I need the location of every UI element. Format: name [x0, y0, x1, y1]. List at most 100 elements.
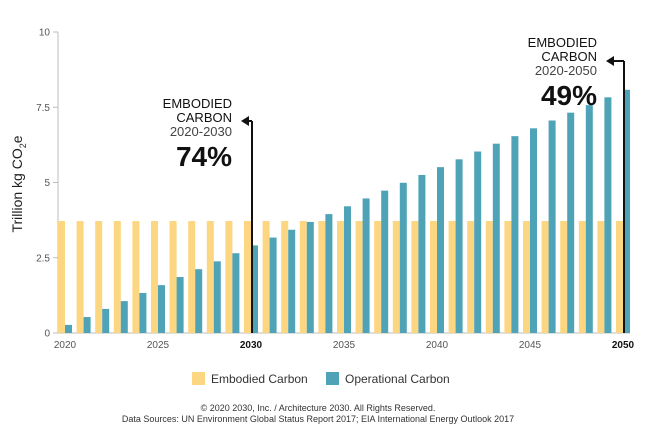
bar-embodied-carbon: [169, 221, 177, 333]
bar-operational-carbon: [120, 301, 128, 333]
bar-embodied-carbon: [560, 221, 568, 333]
annotation-line2: CARBON: [541, 49, 597, 64]
bar-operational-carbon: [83, 317, 91, 333]
bar-embodied-carbon: [206, 221, 214, 333]
bar-operational-carbon: [530, 128, 537, 333]
legend: Embodied Carbon Operational Carbon: [192, 372, 450, 386]
bar-embodied-carbon: [411, 221, 419, 333]
bar-operational-carbon: [213, 261, 221, 333]
annotation-percent: 74%: [176, 141, 232, 172]
bar-embodied-carbon: [58, 221, 65, 333]
annotation-range: 2020-2050: [535, 63, 597, 78]
bar-operational-carbon: [585, 105, 593, 333]
annotations: EMBODIEDCARBON2020-203074%EMBODIEDCARBON…: [163, 35, 625, 333]
bar-embodied-carbon: [281, 221, 289, 333]
bars: [58, 89, 630, 334]
bar-embodied-carbon: [132, 221, 140, 333]
bar-embodied-carbon: [113, 221, 121, 333]
bar-operational-carbon: [362, 198, 370, 333]
annotation-arrowhead: [241, 116, 249, 126]
bar-operational-carbon: [176, 277, 184, 333]
bar-embodied-carbon: [188, 221, 196, 333]
annotation-line2: CARBON: [176, 110, 232, 125]
bar-operational-carbon: [381, 190, 389, 333]
annotation-arrowhead: [606, 56, 614, 66]
legend-label: Embodied Carbon: [211, 372, 308, 386]
bar-operational-carbon: [288, 229, 296, 333]
y-tick-label: 0: [44, 329, 50, 340]
y-axis-title: Trillion kg CO2e: [9, 135, 28, 232]
x-tick-label: 2020: [54, 340, 77, 351]
bar-operational-carbon: [567, 112, 575, 333]
bar-operational-carbon: [139, 292, 147, 333]
annotation-range: 2020-2030: [170, 124, 232, 139]
bar-embodied-carbon: [374, 221, 382, 333]
bar-operational-carbon: [344, 206, 351, 333]
bar-embodied-carbon: [523, 221, 530, 333]
bar-operational-carbon: [474, 151, 482, 333]
data-sources-text: Data Sources: UN Environment Global Stat…: [122, 414, 514, 424]
bar-embodied-carbon: [95, 221, 103, 333]
y-tick-label: 2.5: [36, 253, 50, 264]
bar-embodied-carbon: [392, 221, 400, 333]
bar-embodied-carbon: [244, 221, 251, 333]
legend-swatch: [326, 372, 339, 385]
x-tick-label: 2050: [612, 340, 635, 351]
y-axis-title-tail: e: [9, 135, 25, 143]
x-tick-label: 2030: [240, 340, 263, 351]
legend-swatch: [192, 372, 205, 385]
bar-operational-carbon: [604, 97, 612, 333]
annotation-line1: EMBODIED: [163, 96, 232, 111]
y-axis-title-sub: 2: [18, 143, 28, 148]
bar-embodied-carbon: [616, 221, 623, 333]
bar-operational-carbon: [548, 120, 556, 333]
bar-operational-carbon: [455, 159, 463, 333]
bar-embodied-carbon: [225, 221, 233, 333]
y-axis-title-main: Trillion kg CO: [9, 148, 25, 232]
bar-embodied-carbon: [151, 221, 158, 333]
bar-embodied-carbon: [76, 221, 84, 333]
bar-embodied-carbon: [578, 221, 586, 333]
bar-embodied-carbon: [485, 221, 493, 333]
bar-embodied-carbon: [430, 221, 437, 333]
x-tick-label: 2035: [333, 340, 356, 351]
bar-operational-carbon: [158, 285, 165, 333]
bar-operational-carbon: [306, 221, 314, 333]
bar-embodied-carbon: [262, 221, 270, 333]
bar-operational-carbon: [232, 253, 240, 333]
bar-operational-carbon: [437, 167, 444, 333]
bar-embodied-carbon: [337, 221, 344, 333]
bar-operational-carbon: [325, 214, 333, 333]
bar-embodied-carbon: [467, 221, 475, 333]
bar-operational-carbon: [269, 237, 277, 333]
svg-text:Trillion kg CO2e: Trillion kg CO2e: [9, 135, 28, 232]
bar-embodied-carbon: [448, 221, 456, 333]
bar-embodied-carbon: [504, 221, 512, 333]
bar-operational-carbon: [492, 143, 500, 333]
bar-operational-carbon: [251, 245, 258, 333]
bar-embodied-carbon: [541, 221, 549, 333]
y-tick-label: 10: [39, 28, 51, 39]
bar-embodied-carbon: [299, 221, 307, 333]
y-tick-label: 5: [44, 178, 50, 189]
bar-operational-carbon: [65, 324, 72, 333]
y-ticks: 0 2.5 5 7.5 10: [36, 28, 58, 340]
bar-operational-carbon: [399, 182, 407, 333]
copyright-text: © 2020 2030, Inc. / Architecture 2030. A…: [201, 403, 436, 413]
x-tick-label: 2025: [147, 340, 170, 351]
bar-operational-carbon: [511, 136, 519, 333]
bar-embodied-carbon: [597, 221, 605, 333]
bar-operational-carbon: [418, 174, 426, 333]
y-tick-label: 7.5: [36, 103, 50, 114]
x-tick-label: 2040: [426, 340, 449, 351]
bar-embodied-carbon: [318, 221, 326, 333]
bar-operational-carbon: [195, 269, 203, 333]
x-ticks: 2020 2025 2030 2035 2040 2045 2050: [54, 340, 635, 351]
bar-operational-carbon: [102, 308, 110, 333]
bar-operational-carbon: [623, 89, 630, 334]
annotation-line1: EMBODIED: [528, 35, 597, 50]
